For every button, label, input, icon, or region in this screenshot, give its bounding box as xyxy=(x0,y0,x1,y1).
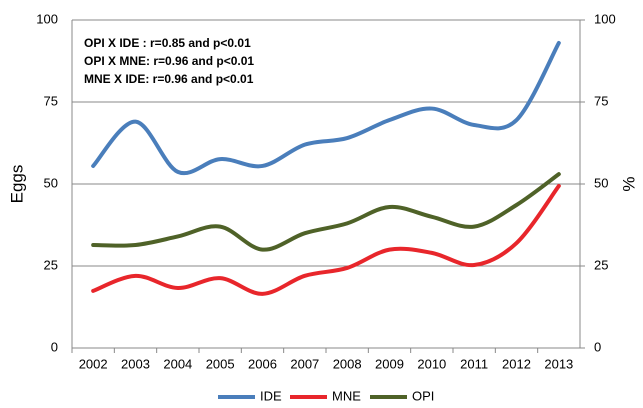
y-tick-label: 25 xyxy=(44,257,58,272)
x-tick-label: 2005 xyxy=(206,356,235,371)
x-tick-label: 2009 xyxy=(375,356,404,371)
x-tick-label: 2004 xyxy=(163,356,192,371)
y-tick-label: 50 xyxy=(44,175,58,190)
y2-tick-label: 25 xyxy=(594,257,608,272)
series-line xyxy=(91,172,561,252)
x-tick-label: 2013 xyxy=(544,356,573,371)
annotation: OPI X MNE: r=0.96 and p<0.01 xyxy=(84,54,254,68)
x-tick-label: 2011 xyxy=(460,356,488,371)
x-tick-label: 2003 xyxy=(121,356,150,371)
y2-tick-label: 50 xyxy=(594,175,608,190)
annotation: OPI X IDE : r=0.85 and p<0.01 xyxy=(84,36,251,50)
y2-tick-label: 0 xyxy=(594,339,601,354)
x-tick-label: 2007 xyxy=(290,356,319,371)
x-tick-label: 2002 xyxy=(79,356,108,371)
y2-tick-label: 75 xyxy=(594,93,608,108)
legend-label: OPI xyxy=(412,388,434,403)
x-tick-label: 2008 xyxy=(333,356,362,371)
y2-axis-title: % xyxy=(619,176,638,191)
y-axis-title: Eggs xyxy=(7,165,26,204)
y-tick-label: 100 xyxy=(36,11,58,26)
x-tick-label: 2012 xyxy=(502,356,531,371)
legend-label: MNE xyxy=(332,388,361,403)
legend-label: IDE xyxy=(260,388,282,403)
annotation: MNE X IDE: r=0.96 and p<0.01 xyxy=(84,72,254,86)
y-tick-label: 0 xyxy=(51,339,58,354)
x-tick-label: 2006 xyxy=(248,356,277,371)
x-tick-label: 2010 xyxy=(417,356,446,371)
y-tick-label: 75 xyxy=(44,93,58,108)
y2-tick-label: 100 xyxy=(594,11,616,26)
series-line xyxy=(91,183,561,296)
series-line xyxy=(91,40,561,176)
